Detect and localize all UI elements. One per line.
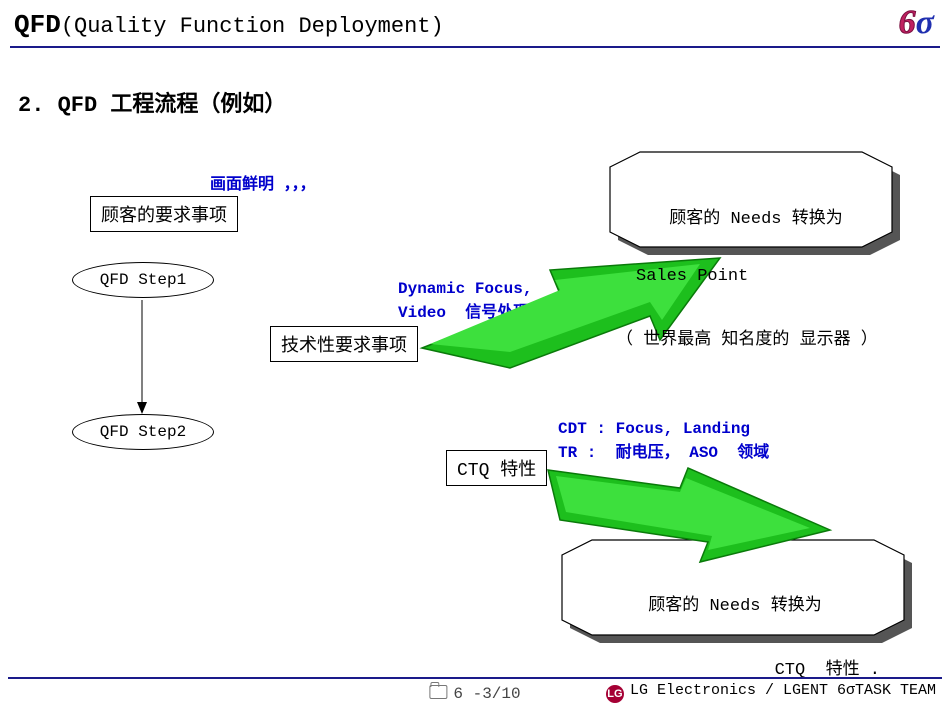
footer-right: LG LG Electronics / LGENT 6σTASK TEAM bbox=[606, 682, 936, 703]
page-title: QFD(Quality Function Deployment) bbox=[14, 10, 444, 40]
title-sub: (Quality Function Deployment) bbox=[61, 14, 444, 39]
ellipse-step1: QFD Step1 bbox=[72, 262, 214, 298]
six-sigma-logo: 6σ bbox=[899, 4, 934, 42]
section-title: 2. QFD 工程流程（例如） bbox=[18, 86, 286, 118]
annot-low: CDT : Focus, Landing TR : 耐电压， ASO 领域 bbox=[558, 420, 769, 462]
box-ctq: CTQ 特性 bbox=[446, 450, 547, 486]
footer-right-text: LG Electronics / LGENT 6σTASK TEAM bbox=[630, 682, 936, 699]
box-customer-req: 顾客的要求事项 bbox=[90, 196, 238, 232]
callout-top-line3: （ 世界最高 知名度的 显示器 ） bbox=[616, 331, 878, 350]
ellipse-step2-label: QFD Step2 bbox=[100, 423, 186, 441]
lg-logo-icon: LG bbox=[606, 685, 624, 703]
callout-top-text: 顾客的 Needs 转换为 Sales Point （ 世界最高 知名度的 显示… bbox=[636, 165, 878, 388]
ellipse-step2: QFD Step2 bbox=[72, 414, 214, 450]
title-main: QFD bbox=[14, 10, 61, 40]
footer-page: 6 -3/10 bbox=[429, 685, 520, 703]
annot-mid: Dynamic Focus, Video 信号处理 bbox=[398, 280, 532, 322]
footer-page-text: 6 -3/10 bbox=[453, 685, 520, 703]
connector-arrowhead bbox=[137, 402, 147, 414]
header-rule bbox=[10, 46, 940, 48]
folder-icon bbox=[429, 685, 447, 699]
callout-bottom-line1: 顾客的 Needs 转换为 bbox=[648, 597, 821, 616]
callout-top-line1: 顾客的 Needs 转换为 bbox=[669, 210, 842, 229]
footer-rule bbox=[8, 677, 942, 679]
six-digit: 6 bbox=[899, 4, 916, 41]
ellipse-step1-label: QFD Step1 bbox=[100, 271, 186, 289]
box-tech-req: 技术性要求事项 bbox=[270, 326, 418, 362]
sigma-symbol: σ bbox=[916, 4, 934, 41]
callout-top-line2: Sales Point bbox=[636, 267, 748, 286]
annot-top: 画面鲜明 ，，， bbox=[210, 170, 316, 194]
arrow-lower bbox=[548, 468, 830, 562]
